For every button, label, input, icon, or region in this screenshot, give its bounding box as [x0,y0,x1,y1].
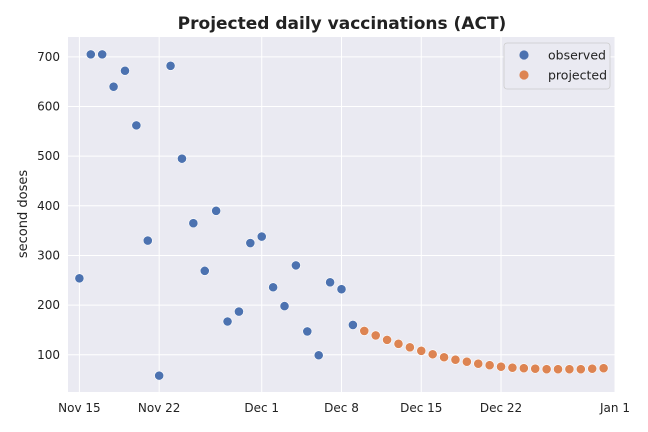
projected-point [393,338,404,349]
projected-point [370,330,381,341]
observed-point [302,326,313,337]
y-tick-label: 100 [37,348,60,362]
grid-lines [68,37,616,392]
projected-point [564,364,575,375]
series-projected [359,326,609,375]
observed-point [268,282,279,293]
x-tick-label: Nov 22 [138,401,181,415]
projected-point [496,361,506,372]
x-tick-label: Dec 1 [244,401,279,415]
observed-point [188,218,199,229]
observed-point [85,49,96,60]
observed-point [211,205,222,216]
legend-marker-observed [519,50,529,60]
observed-point [165,60,176,71]
observed-point [291,260,301,271]
observed-point [177,153,187,164]
projected-point [416,345,427,356]
observed-point [199,265,210,276]
observed-point [234,306,244,317]
observed-point [256,231,267,242]
legend: observed projected [503,42,611,90]
projected-point [541,364,552,375]
chart-title: Projected daily vaccinations (ACT) [178,14,507,34]
y-axis-label: second doses [16,170,31,258]
y-tick-label: 300 [37,248,60,262]
observed-point [108,81,119,92]
observed-point [74,273,85,284]
projected-point [587,363,598,374]
legend-label-projected: projected [548,68,607,83]
legend-box [503,42,611,90]
x-tick-label: Dec 15 [400,401,442,415]
projected-point [553,364,563,375]
projected-point [575,364,586,375]
observed-point [245,238,256,248]
projected-point [518,363,529,374]
observed-point [222,316,233,327]
projected-point [473,358,484,369]
projected-point [484,360,495,371]
projected-point [598,363,609,374]
x-tick-label: Jan 1 [599,401,630,415]
projected-point [404,342,415,353]
projected-point [427,349,438,360]
observed-point [120,65,130,76]
projected-point [461,356,472,367]
x-tick-label: Nov 15 [58,401,101,415]
observed-point [97,49,108,60]
y-tick-label: 700 [37,50,60,64]
projected-point [382,334,392,345]
y-tick-label: 500 [37,149,60,163]
y-tick-label: 600 [37,100,60,114]
x-axis-ticks: Nov 15 Nov 22 Dec 1 Dec 8 Dec 15 Dec 22 Jan 1 [58,401,630,415]
x-tick-label: Dec 8 [324,401,359,415]
observed-point [279,301,290,312]
projected-point [450,354,461,365]
y-axis-ticks: 100 200 300 400 500 600 700 [37,50,60,362]
observed-point [142,235,153,246]
projected-point [439,352,449,363]
y-tick-label: 400 [37,199,60,213]
observed-point [347,320,358,330]
y-tick-label: 200 [37,298,60,312]
data-points [74,49,609,381]
observed-point [313,350,324,361]
projected-point [530,363,541,374]
observed-point [131,120,142,131]
series-observed [74,49,358,381]
projected-point [359,326,370,336]
x-tick-label: Dec 22 [480,401,522,415]
projected-point [507,362,518,373]
legend-marker-projected [519,70,529,80]
observed-point [154,370,165,381]
observed-point [336,284,347,295]
legend-label-observed: observed [548,48,606,63]
observed-point [325,277,336,288]
